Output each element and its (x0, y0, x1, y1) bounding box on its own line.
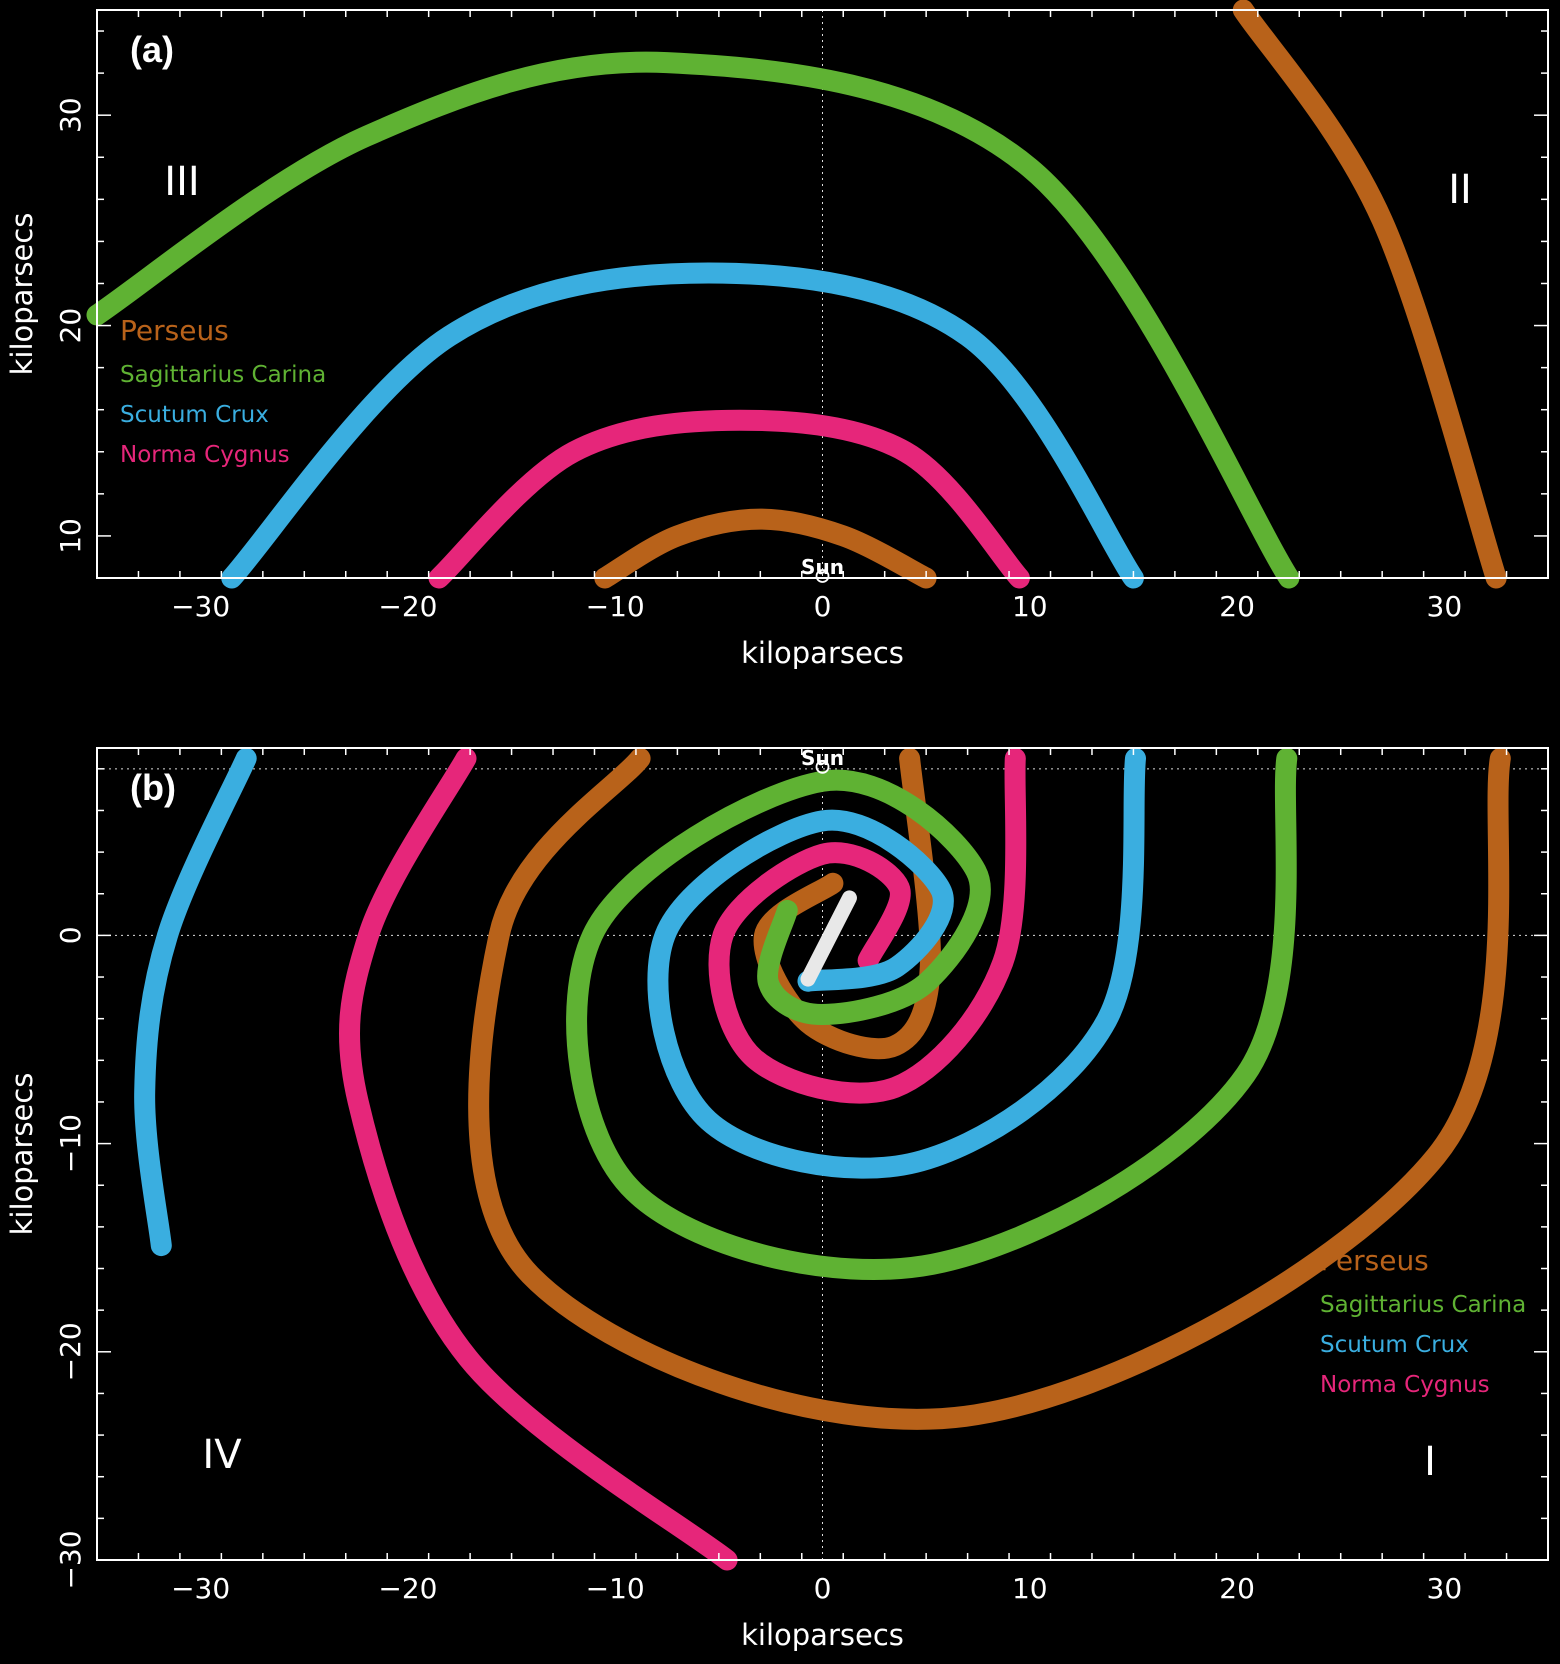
arm-perseus-0 (753, 747, 941, 1060)
sun-marker (815, 569, 830, 583)
x-tick-label: −30 (171, 590, 230, 623)
plot-frame (96, 9, 1549, 579)
sun-marker (815, 759, 830, 774)
arm-sagittarius-carina-3 (86, 51, 1300, 589)
x-tick-label: 30 (1427, 1572, 1463, 1605)
arm-scutum-crux-2 (221, 262, 1144, 589)
x-tick-label: −30 (171, 1572, 230, 1605)
legend-entry: Sagittarius Carina (1320, 1292, 1526, 1318)
arm-perseus-4 (1232, 0, 1507, 589)
panel-label: (a) (130, 29, 174, 70)
x-tick-label: −10 (586, 1572, 645, 1605)
panel-label: (b) (130, 767, 176, 808)
legend-entry: Sagittarius Carina (120, 362, 326, 388)
x-tick-label: 0 (814, 1572, 832, 1605)
panel-b: −30 −20 −10 0 10 20 30 −30 −20 −10 0 kiloparsecs kil… (5, 746, 1549, 1652)
y-tick-label: 0 (54, 926, 87, 944)
y-tick-label: −30 (54, 1530, 87, 1589)
x-tick-label: −10 (586, 590, 645, 623)
legend-entry: Scutum Crux (1320, 1332, 1469, 1358)
quadrant-label-right: II (1448, 167, 1472, 213)
legend-entry: Perseus (120, 314, 229, 347)
x-tick-label: 0 (814, 590, 832, 623)
legend-entry: Norma Cygnus (120, 442, 290, 468)
y-tick-label: −20 (54, 1322, 87, 1381)
x-tick-label: 30 (1427, 590, 1463, 623)
arm-norma-cygnus-5 (338, 747, 738, 1571)
panel-a: −30 −20 −10 0 10 20 30 10 20 30 kiloparsecs kilopar… (5, 0, 1549, 670)
legend-entry: Perseus (1320, 1244, 1429, 1277)
y-tick-label: 20 (54, 308, 87, 344)
arm-perseus-4 (468, 747, 1511, 1430)
x-tick-label: 10 (1012, 590, 1048, 623)
sun-label: Sun (801, 746, 844, 770)
legend-entry: Scutum Crux (120, 402, 269, 428)
x-tick-label: 20 (1219, 590, 1255, 623)
x-tick-label: −20 (378, 590, 437, 623)
y-axis-title: kiloparsecs (5, 213, 39, 376)
arm-norma-cygnus-1 (708, 747, 1027, 1104)
y-tick-label: 30 (54, 97, 87, 133)
x-tick-label: 20 (1219, 1572, 1255, 1605)
arm-scutum-crux-2 (647, 747, 1146, 1179)
arm-scutum-crux-6 (134, 747, 257, 1257)
quadrant-label-left: III (164, 159, 199, 205)
quadrant-label-lower-right: I (1424, 1439, 1436, 1485)
legend-entry: Norma Cygnus (1320, 1372, 1490, 1398)
arm-perseus-0 (594, 508, 937, 589)
arm-norma-cygnus-1 (428, 409, 1030, 589)
x-axis-title: kiloparsecs (741, 1618, 904, 1652)
x-tick-label: 10 (1012, 1572, 1048, 1605)
galactic-bar (800, 890, 857, 987)
quadrant-label-lower-left: IV (202, 1432, 242, 1478)
y-axis-title: kiloparsecs (5, 1073, 39, 1236)
y-tick-label: 10 (54, 518, 87, 554)
sun-label: Sun (801, 555, 844, 579)
plot-frame (96, 747, 1549, 1561)
arm-sagittarius-carina-3 (566, 747, 1298, 1280)
x-tick-label: −20 (378, 1572, 437, 1605)
x-axis-title: kiloparsecs (741, 636, 904, 670)
y-tick-label: −10 (54, 1114, 87, 1173)
